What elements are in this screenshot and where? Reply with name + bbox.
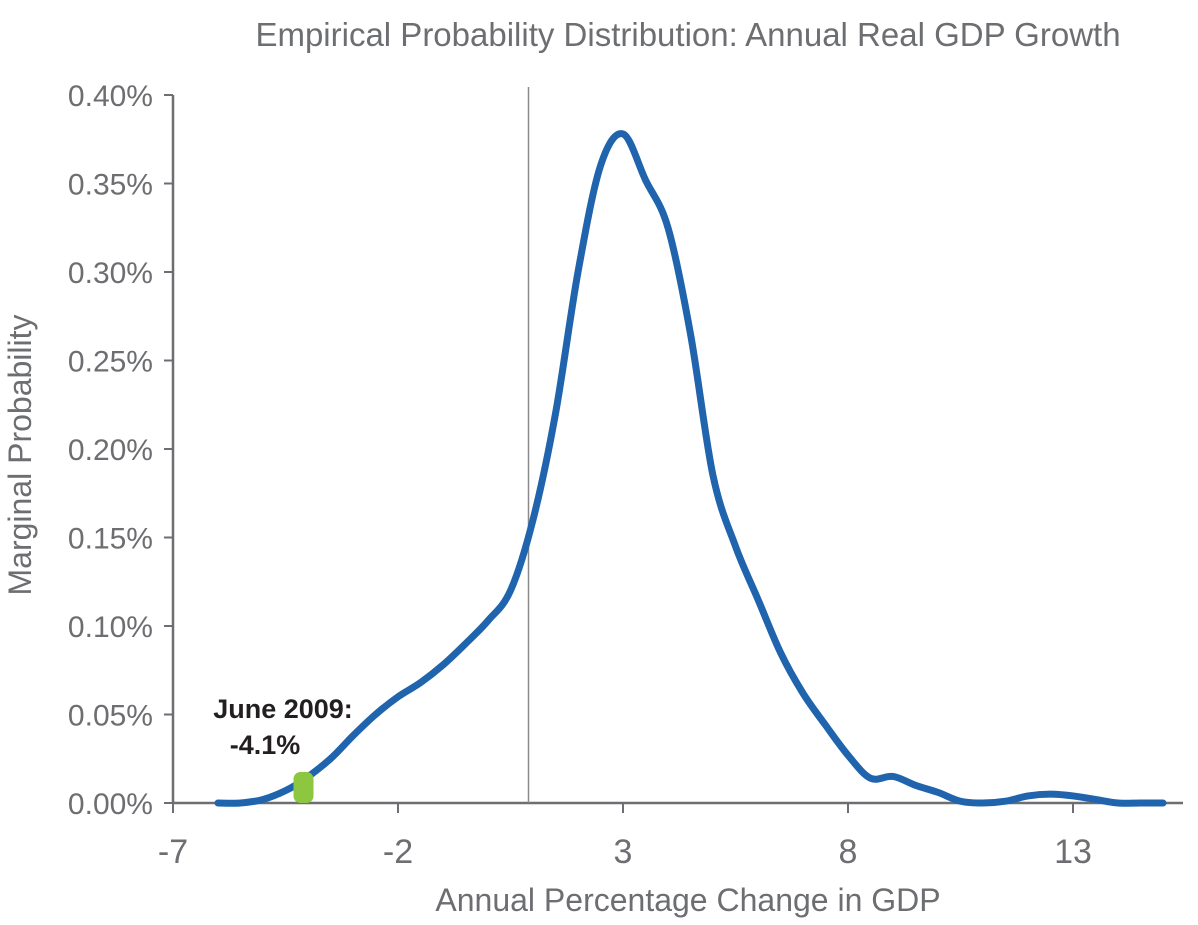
y-tick-label: 0.05% [68, 700, 153, 733]
x-tick-label: 8 [839, 833, 858, 871]
annotation-label-value: -4.1% [230, 730, 301, 760]
y-tick-label: 0.20% [68, 434, 153, 467]
chart-title: Empirical Probability Distribution: Annu… [255, 16, 1120, 53]
y-tick-label: 0.30% [68, 257, 153, 290]
x-ticks: -7 -2 3 8 13 [158, 803, 1092, 871]
y-tick-label: 0.35% [68, 169, 153, 202]
y-tick-label: 0.25% [68, 346, 153, 379]
june-2009-marker [293, 771, 314, 803]
y-ticks: 0.00% 0.05% 0.10% 0.15% 0.20% 0.25% 0.30% 0.35%… [68, 80, 173, 821]
y-tick-label: 0.10% [68, 611, 153, 644]
x-tick-label: 13 [1054, 833, 1092, 871]
x-tick-label: -7 [158, 833, 188, 871]
y-tick-label: 0.15% [68, 523, 153, 556]
y-tick-label: 0.00% [68, 788, 153, 821]
y-axis-label: Marginal Probability [2, 314, 38, 595]
x-tick-label: -2 [383, 833, 413, 871]
distribution-curve [214, 130, 1167, 807]
x-axis-label: Annual Percentage Change in GDP [435, 882, 940, 918]
x-tick-label: 3 [614, 833, 633, 871]
annotation-label-date: June 2009: [213, 694, 353, 724]
y-tick-label: 0.40% [68, 80, 153, 113]
